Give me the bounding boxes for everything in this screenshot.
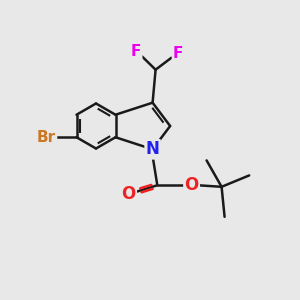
Text: F: F: [131, 44, 141, 59]
Text: N: N: [146, 140, 160, 158]
Text: O: O: [184, 176, 199, 194]
Text: O: O: [122, 185, 136, 203]
Text: Br: Br: [37, 130, 56, 145]
Text: F: F: [173, 46, 183, 61]
